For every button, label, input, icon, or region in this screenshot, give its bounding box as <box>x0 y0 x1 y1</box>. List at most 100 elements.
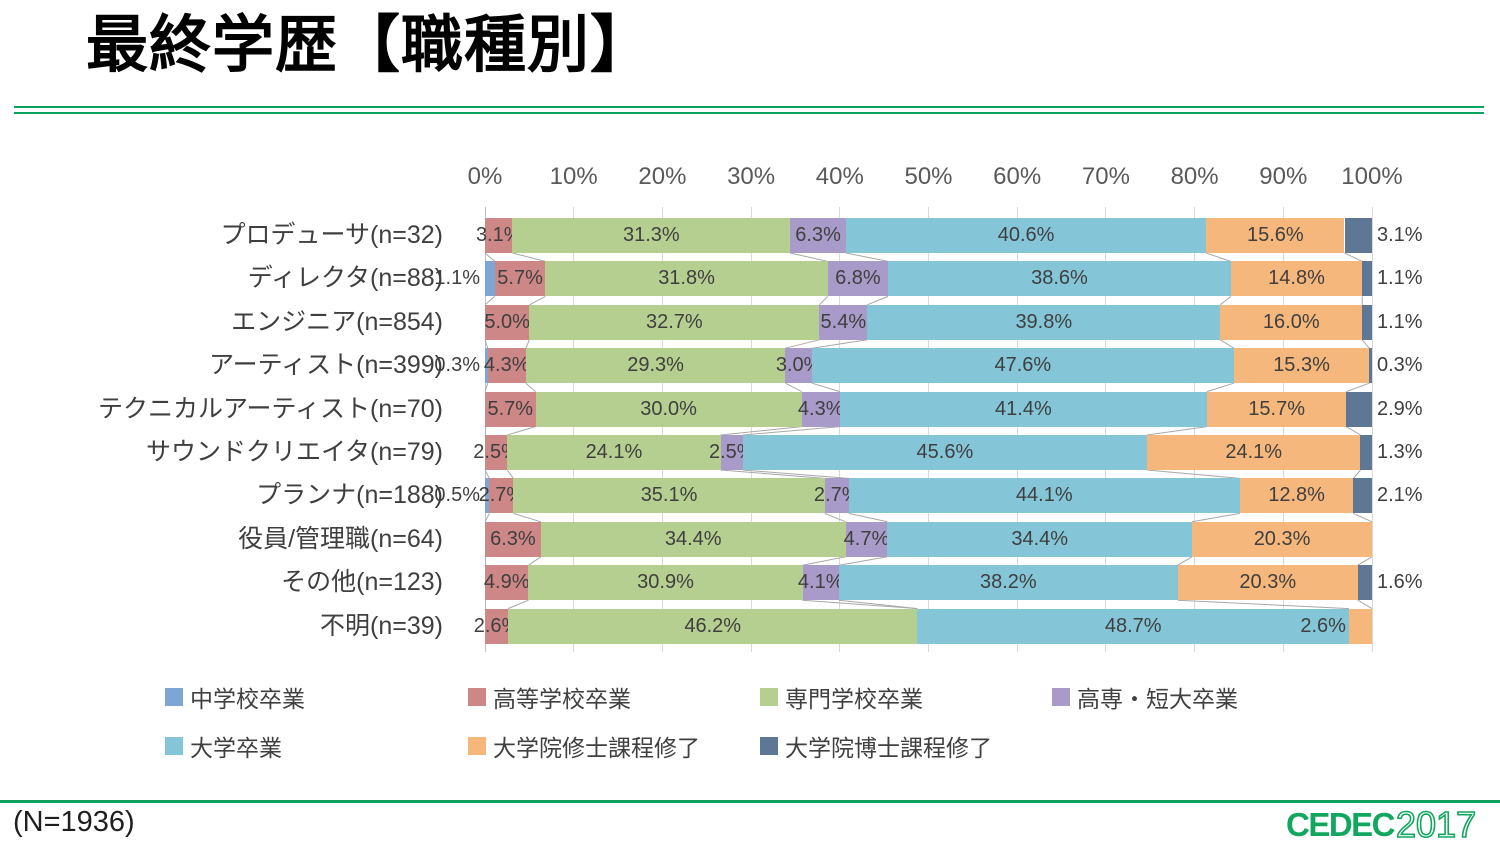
bar-segment-高専・短大卒業 <box>802 565 839 601</box>
data-label: 30.9% <box>637 571 694 594</box>
bar-segment-大学院修士課程修了 <box>1348 608 1372 644</box>
data-label: 5.0% <box>484 310 530 333</box>
data-label: 2.7% <box>813 484 860 507</box>
bar-segment-大学卒業 <box>848 478 1240 514</box>
data-label: 2.9% <box>1377 397 1423 420</box>
data-label: 6.8% <box>835 267 881 290</box>
category-label: 役員/管理職(n=64) <box>238 524 443 553</box>
legend-label: 高専・短大卒業 <box>1077 686 1238 712</box>
data-label: 3.1% <box>1377 224 1423 246</box>
data-label: 24.1% <box>585 441 643 463</box>
data-label: 5.4% <box>820 310 867 333</box>
data-label: 6.3% <box>795 224 841 246</box>
data-label: 1.1% <box>434 267 480 290</box>
data-label: 4.3% <box>797 397 844 420</box>
bar-segment-大学院博士課程修了 <box>1362 304 1372 340</box>
bar-segment-高等学校卒業 <box>485 565 529 601</box>
data-label: 15.7% <box>1248 397 1305 420</box>
category-label: 不明(n=39) <box>320 611 443 640</box>
gridline <box>1016 207 1018 652</box>
data-label: 38.2% <box>979 571 1037 594</box>
bar-segment-大学卒業 <box>838 565 1178 601</box>
x-axis-tick-label: 50% <box>904 163 953 190</box>
data-label: 5.7% <box>487 397 534 420</box>
bar-segment-中学校卒業 <box>485 348 488 384</box>
x-axis-tick-label: 40% <box>815 163 864 190</box>
gridline <box>750 207 752 652</box>
legend-label: 大学院修士課程修了 <box>493 735 700 761</box>
bar-segment-高等学校卒業 <box>485 608 509 644</box>
legend-label: 中学校卒業 <box>190 686 305 712</box>
data-label: 20.3% <box>1239 571 1297 594</box>
legend-item: 中学校卒業 <box>165 680 305 714</box>
bar-segment-高専・短大卒業 <box>827 261 889 297</box>
category-label: エンジニア(n=854) <box>231 307 443 336</box>
bar-segment-大学院修士課程修了 <box>1192 521 1372 557</box>
gridline <box>928 207 929 652</box>
bar-segment-高等学校卒業 <box>487 348 526 384</box>
category-label: ディレクタ(n=88) <box>247 264 443 293</box>
data-label: 40.6% <box>997 224 1055 246</box>
gridline <box>1282 207 1284 652</box>
bar-segment-大学院修士課程修了 <box>1233 348 1370 384</box>
data-label: 1.1% <box>1377 310 1423 333</box>
gridline <box>1194 207 1196 652</box>
data-label: 46.2% <box>684 614 742 637</box>
data-label: 12.8% <box>1268 484 1325 507</box>
legend-swatch <box>760 737 778 755</box>
data-label: 0.5% <box>434 484 480 507</box>
legend-swatch <box>165 688 183 706</box>
data-label: 2.6% <box>473 614 520 637</box>
data-label: 0.3% <box>1377 354 1423 377</box>
legend-swatch <box>165 737 183 755</box>
data-label: 4.7% <box>843 527 890 550</box>
data-label: 29.3% <box>627 354 684 377</box>
legend-item: 高等学校卒業 <box>468 680 631 714</box>
bar-segment-専門学校卒業 <box>528 565 803 601</box>
data-label: 0.3% <box>434 354 480 377</box>
bar-segment-大学院修士課程修了 <box>1146 435 1361 470</box>
title-divider <box>14 106 1484 114</box>
bar-segment-専門学校卒業 <box>540 521 846 557</box>
legend-label: 大学卒業 <box>190 735 282 761</box>
data-label: 32.7% <box>646 310 703 333</box>
x-axis-tick-label: 90% <box>1259 163 1308 190</box>
x-axis-tick-label: 70% <box>1081 163 1130 190</box>
data-label: 24.1% <box>1225 441 1283 463</box>
data-label: 38.6% <box>1031 267 1088 290</box>
stacked-bar-plot-area: 3.1% 31.3% 6.3% 40.6% 15.6% 3.1% 1.1% 5.7% 31.8%… <box>434 207 1423 652</box>
bar-segment-大学卒業 <box>742 435 1147 470</box>
cedec-2017-logo: CEDEC 2017 <box>1286 806 1477 844</box>
bar-segment-高専・短大卒業 <box>785 348 812 384</box>
data-label: 16.0% <box>1262 310 1320 333</box>
bar-segment-専門学校卒業 <box>535 391 802 427</box>
bar-segment-中学校卒業 <box>485 261 495 297</box>
data-label: 2.1% <box>1377 484 1423 507</box>
data-label: 41.4% <box>995 397 1052 420</box>
bar-segment-大学院修士課程修了 <box>1206 218 1345 253</box>
legend-item: 大学卒業 <box>165 729 282 763</box>
bar-segment-高専・短大卒業 <box>790 218 846 253</box>
data-label: 39.8% <box>1015 310 1073 333</box>
bar-segment-専門学校卒業 <box>508 608 918 644</box>
data-label: 44.1% <box>1015 484 1073 507</box>
bar-segment-大学院博士課程修了 <box>1353 478 1372 514</box>
bar-segment-大学卒業 <box>888 261 1231 297</box>
category-label: テクニカルアーティスト(n=70) <box>98 394 443 423</box>
data-label: 4.9% <box>483 571 530 594</box>
bar-segment-専門学校卒業 <box>512 218 791 253</box>
data-label: 6.3% <box>490 527 536 550</box>
x-axis-tick-label: 10% <box>549 163 598 190</box>
bar-segment-専門学校卒業 <box>529 304 820 340</box>
gridline <box>661 207 663 652</box>
data-label: 14.8% <box>1268 267 1325 290</box>
data-label: 45.6% <box>916 441 974 463</box>
logo-brand-text: CEDEC <box>1286 806 1395 843</box>
data-label: 2.7% <box>478 484 525 507</box>
bar-segment-専門学校卒業 <box>525 348 786 384</box>
bar-segment-大学卒業 <box>867 304 1221 340</box>
legend-swatch <box>1052 688 1070 706</box>
data-label: 35.1% <box>640 484 698 507</box>
bar-segment-高等学校卒業 <box>494 261 546 297</box>
